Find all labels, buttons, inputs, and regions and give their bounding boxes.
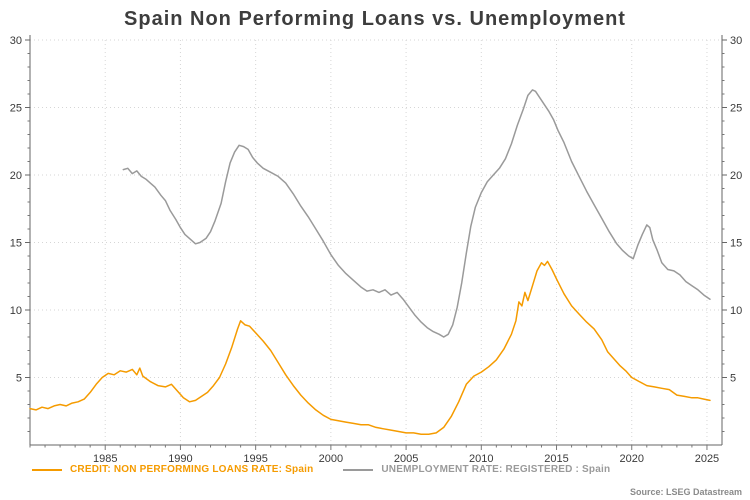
svg-text:25: 25 <box>730 103 742 115</box>
svg-text:30: 30 <box>730 35 742 47</box>
svg-text:20: 20 <box>10 170 22 182</box>
svg-text:25: 25 <box>10 103 22 115</box>
svg-text:1985: 1985 <box>93 453 117 465</box>
svg-text:15: 15 <box>730 238 742 250</box>
unemployment-line-swatch-icon <box>343 468 374 471</box>
legend-item-unemployment: UNEMPLOYMENT RATE: REGISTERED : Spain <box>343 464 610 475</box>
svg-text:30: 30 <box>10 35 22 47</box>
legend-label-unemployment: UNEMPLOYMENT RATE: REGISTERED : Spain <box>381 464 611 475</box>
svg-text:2010: 2010 <box>469 453 493 465</box>
svg-text:5: 5 <box>730 373 736 385</box>
legend-item-npl: CREDIT: NON PERFORMING LOANS RATE: Spain <box>32 464 313 475</box>
svg-text:15: 15 <box>10 238 22 250</box>
svg-text:2005: 2005 <box>394 453 418 465</box>
svg-text:1990: 1990 <box>168 453 192 465</box>
npl-line-swatch-icon <box>32 468 62 471</box>
svg-text:2025: 2025 <box>695 453 719 465</box>
svg-text:2000: 2000 <box>319 453 343 465</box>
legend-label-npl: CREDIT: NON PERFORMING LOANS RATE: Spain <box>70 464 314 475</box>
svg-text:20: 20 <box>730 170 742 182</box>
svg-text:2015: 2015 <box>544 453 568 465</box>
svg-text:10: 10 <box>10 305 22 317</box>
svg-text:2020: 2020 <box>619 453 643 465</box>
chart-title: Spain Non Performing Loans vs. Unemploym… <box>124 8 626 30</box>
svg-text:10: 10 <box>730 305 742 317</box>
svg-text:1995: 1995 <box>243 453 267 465</box>
source-note: Source: LSEG Datastream <box>629 487 742 497</box>
svg-text:5: 5 <box>16 373 22 385</box>
legend: CREDIT: NON PERFORMING LOANS RATE: Spain… <box>32 464 610 475</box>
